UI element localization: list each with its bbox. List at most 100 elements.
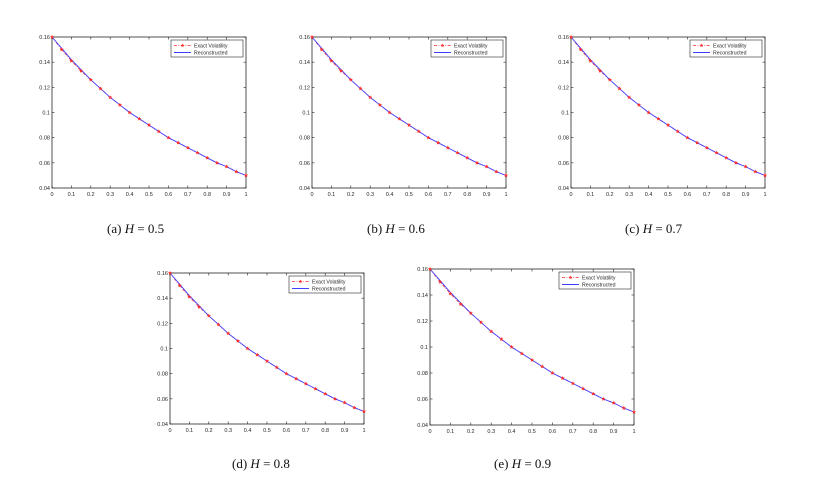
x-tick-label: 0.1: [186, 428, 194, 434]
subplot-d: 0.04 0.06 0.08 0.1 0.12 0.14 0.16 0 0.1 0.2 0.3 0.4…: [148, 266, 378, 441]
chart-b: 0.04 0.06 0.08 0.1 0.12 0.14 0.16 0 0.1 0.2 0.3 0.4…: [299, 34, 509, 198]
data-point-exact-volatility: [611, 400, 616, 405]
y-tick-label: 0.14: [417, 293, 428, 299]
x-tick-label: 0.6: [549, 429, 557, 435]
data-point-exact-volatility: [550, 370, 555, 375]
data-point-exact-volatility: [255, 352, 260, 357]
chart-c: 0.04 0.06 0.08 0.1 0.12 0.14 0.16 0 0.1 0.2 0.3 0.4…: [558, 34, 768, 198]
data-point-exact-volatility: [601, 396, 606, 401]
subplot-c: 0.04 0.06 0.08 0.1 0.12 0.14 0.16 0 0.1 0.2 0.3 0.4…: [549, 30, 779, 205]
data-point-exact-volatility: [177, 283, 182, 288]
data-point-exact-volatility: [214, 160, 219, 165]
data-point-exact-volatility: [368, 95, 373, 100]
data-point-exact-volatility: [436, 140, 441, 145]
data-point-exact-volatility: [478, 320, 484, 325]
data-point-exact-volatility: [426, 135, 431, 140]
x-tick-label: 0.7: [703, 192, 711, 198]
data-point-exact-volatility: [245, 346, 250, 351]
data-point-exact-volatility: [69, 58, 74, 63]
x-tick-label: 0: [310, 192, 313, 198]
x-tick-label: 0.9: [223, 192, 231, 198]
data-point-exact-volatility: [427, 266, 433, 271]
x-tick-label: 1: [763, 192, 766, 198]
x-tick-label: 0.7: [184, 192, 192, 198]
caption-variable: H: [642, 221, 653, 236]
x-tick-label: 0.3: [106, 192, 114, 198]
y-tick-label: 0.06: [157, 397, 168, 403]
data-point-exact-volatility: [309, 34, 315, 39]
x-tick-label: 0.8: [321, 428, 329, 434]
legend-marker-exact-volatility: [568, 275, 573, 280]
data-point-exact-volatility: [156, 129, 161, 134]
data-point-exact-volatility: [570, 381, 575, 386]
y-tick-label: 0.06: [299, 161, 310, 167]
x-tick-label: 0.9: [610, 429, 618, 435]
data-point-exact-volatility: [503, 173, 509, 178]
data-point-exact-volatility: [455, 150, 460, 155]
data-point-exact-volatility: [352, 405, 357, 410]
x-tick-label: 1: [504, 192, 507, 198]
legend-marker-exact-volatility: [180, 43, 185, 48]
y-tick-label: 0.08: [157, 372, 168, 378]
y-tick-label: 0.16: [417, 267, 428, 273]
data-point-exact-volatility: [598, 68, 603, 73]
caption-prefix: (a): [107, 221, 122, 236]
data-point-exact-volatility: [49, 34, 55, 39]
y-tick-label: 0.04: [299, 186, 310, 192]
data-point-exact-volatility: [323, 391, 328, 396]
data-point-exact-volatility: [88, 77, 93, 82]
data-point-exact-volatility: [224, 164, 229, 169]
legend-label-reconstructed: Reconstructed: [713, 50, 747, 56]
data-point-exact-volatility: [234, 169, 239, 174]
data-point-exact-volatility: [358, 86, 363, 91]
data-point-exact-volatility: [560, 376, 565, 380]
legend-marker-exact-volatility: [440, 43, 445, 48]
y-tick-label: 0.04: [39, 186, 50, 192]
data-point-exact-volatility: [108, 95, 113, 100]
data-point-exact-volatility: [406, 122, 412, 127]
subplot-e: 0.04 0.06 0.08 0.1 0.12 0.14 0.16 0 0.1 0.2 0.3 0.4…: [408, 262, 648, 442]
data-point-exact-volatility: [216, 322, 221, 327]
data-point-exact-volatility: [675, 129, 680, 134]
data-point-exact-volatility: [294, 376, 299, 381]
data-point-exact-volatility: [205, 155, 210, 160]
data-point-exact-volatility: [656, 116, 661, 121]
caption-e: (e) H = 0.9: [494, 456, 551, 472]
x-tick-label: 0.4: [244, 428, 252, 434]
data-point-exact-volatility: [197, 304, 202, 309]
data-point-exact-volatility: [762, 173, 768, 178]
caption-b: (b) H = 0.6: [367, 221, 425, 237]
data-point-exact-volatility: [448, 291, 453, 296]
data-point-exact-volatility: [397, 116, 402, 121]
x-tick-label: 0.2: [87, 192, 95, 198]
data-point-exact-volatility: [166, 135, 171, 140]
data-point-exact-volatility: [636, 102, 641, 107]
x-tick-label: 0.1: [447, 429, 455, 435]
data-point-exact-volatility: [621, 405, 626, 410]
data-point-exact-volatility: [489, 329, 494, 334]
caption-value: = 0.9: [524, 456, 552, 471]
y-tick-label: 0.06: [417, 397, 428, 403]
data-point-exact-volatility: [329, 58, 334, 63]
data-point-exact-volatility: [303, 381, 308, 386]
x-tick-label: 0.8: [463, 192, 471, 198]
data-point-exact-volatility: [264, 358, 270, 363]
caption-a: (a) H = 0.5: [107, 221, 164, 237]
x-tick-label: 0.3: [366, 192, 374, 198]
data-point-exact-volatility: [468, 311, 473, 315]
x-tick-label: 0.4: [386, 192, 394, 198]
y-tick-label: 0.1: [302, 111, 310, 117]
caption-prefix: (e): [494, 456, 509, 471]
data-point-exact-volatility: [695, 140, 700, 145]
y-tick-label: 0.1: [420, 345, 428, 351]
data-point-exact-volatility: [494, 169, 499, 174]
y-tick-label: 0.14: [299, 60, 310, 66]
data-point-exact-volatility: [167, 270, 173, 275]
data-point-exact-volatility: [484, 164, 489, 169]
x-tick-label: 0.5: [664, 192, 672, 198]
x-tick-label: 0.6: [165, 192, 173, 198]
legend-marker-exact-volatility: [699, 43, 704, 48]
y-tick-label: 0.12: [157, 321, 168, 327]
data-point-exact-volatility: [588, 58, 593, 63]
data-point-exact-volatility: [499, 337, 504, 341]
